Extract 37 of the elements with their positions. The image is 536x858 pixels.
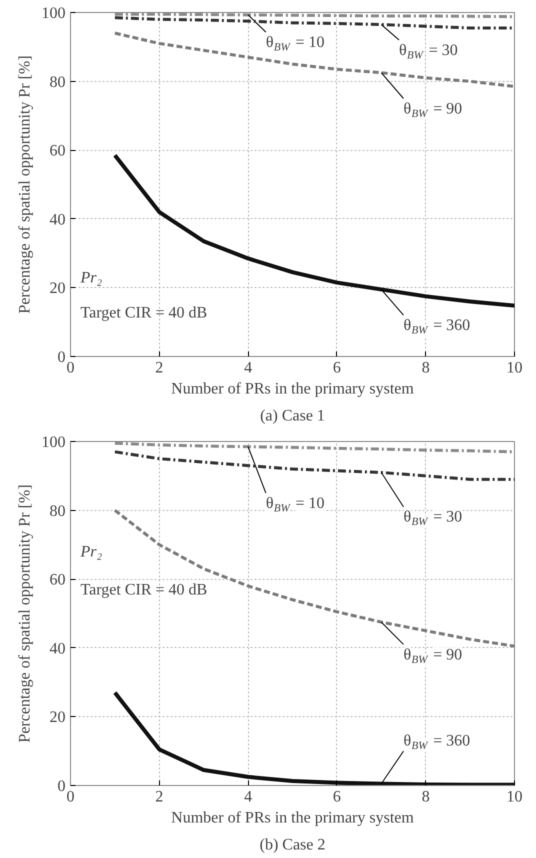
y-tick-label: 20	[50, 280, 66, 298]
y-axis-title: Percentage of spatial opportunity Pr [%]	[16, 484, 34, 743]
x-axis-title: Number of PRs in the primary system	[171, 380, 414, 398]
y-tick-label: 20	[50, 709, 66, 726]
x-tick-label: 6	[332, 788, 341, 806]
y-tick-label: 0	[58, 349, 66, 366]
y-tick-label: 80	[50, 74, 66, 91]
y-tick-label: 100	[42, 5, 66, 22]
annotation: Target CIR = 40 dB	[80, 582, 208, 598]
line-series	[113, 32, 514, 88]
x-axis-title: Number of PRs in the primary system	[171, 810, 414, 826]
line-series	[112, 690, 514, 786]
x-tick-label: 8	[422, 788, 430, 806]
line-series	[112, 153, 514, 308]
line-series	[113, 16, 514, 30]
x-tick-label: 8	[422, 360, 430, 376]
annotation: Pr₂	[80, 270, 102, 286]
x-tick-label: 4	[244, 788, 252, 806]
y-tick-label: 40	[50, 211, 66, 228]
x-tick-label: 2	[155, 788, 164, 806]
text: (b) Case 2	[260, 836, 326, 854]
y-tick-label: 60	[50, 142, 66, 160]
y-tick-label: 40	[50, 640, 66, 658]
x-tick-label: 4	[244, 360, 252, 376]
y-tick-label: 60	[50, 572, 66, 589]
line-series	[113, 450, 514, 481]
x-tick-label: 2	[155, 360, 164, 376]
text: (a) Case 1	[260, 408, 325, 424]
y-tick-label: 80	[50, 502, 66, 520]
y-tick-label: 0	[58, 778, 66, 795]
x-tick-label: 6	[332, 360, 341, 376]
x-tick-label: 10	[506, 360, 522, 376]
annotation: Target CIR = 40 dB	[80, 304, 208, 322]
x-tick-label: 10	[506, 788, 522, 806]
y-tick-label: 100	[42, 434, 66, 451]
annotation: Pr₂	[80, 544, 102, 560]
y-axis-title: Percentage of spatial opportunity Pr [%]	[16, 55, 34, 314]
